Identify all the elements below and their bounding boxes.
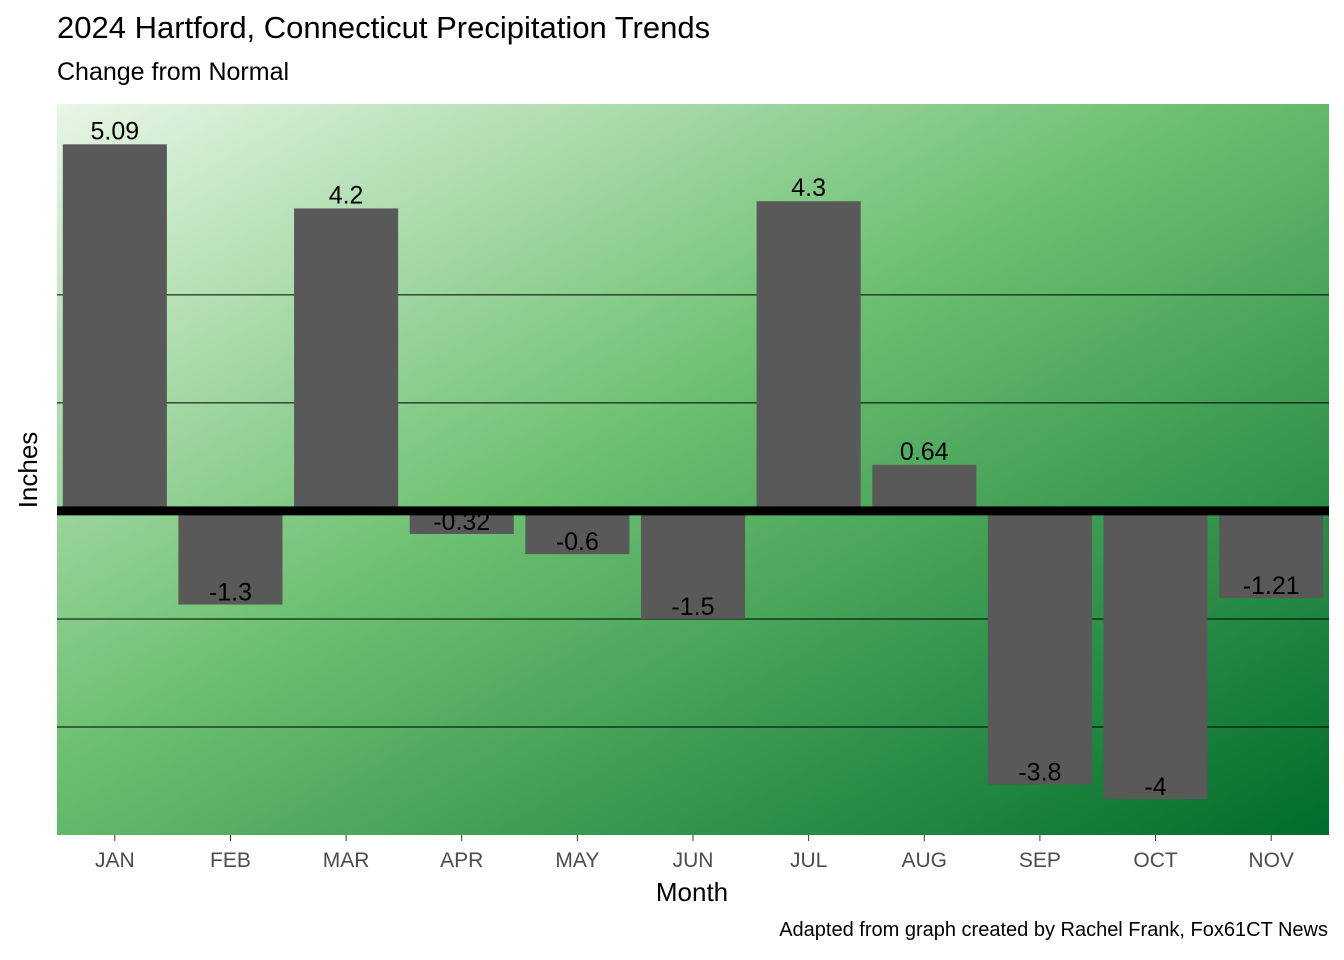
chart-caption: Adapted from graph created by Rachel Fra… — [779, 919, 1328, 941]
data-label-nov: -1.21 — [1243, 572, 1300, 600]
tick-label-sep: SEP — [1019, 849, 1061, 872]
tick-label-apr: APR — [440, 849, 483, 872]
y-axis-label: Inches — [13, 432, 43, 509]
tick-label-feb: FEB — [210, 849, 251, 872]
tick-label-may: MAY — [555, 849, 599, 872]
chart-subtitle: Change from Normal — [57, 58, 290, 86]
data-label-sep: -3.8 — [1018, 759, 1061, 787]
bar-jan — [62, 144, 167, 511]
data-label-aug: 0.64 — [900, 438, 949, 466]
x-axis-label: Month — [656, 877, 728, 907]
chart-title: 2024 Hartford, Connecticut Precipitation… — [57, 10, 711, 45]
bar-mar — [294, 208, 399, 511]
tick-label-mar: MAR — [323, 849, 370, 872]
data-label-jan: 5.09 — [90, 117, 139, 145]
data-label-oct: -4 — [1144, 773, 1166, 801]
bar-apr — [409, 510, 514, 534]
data-label-may: -0.6 — [556, 528, 599, 556]
bars — [62, 144, 1324, 799]
tick-label-jun: JUN — [673, 849, 714, 872]
x-axis-ticks: JAN FEB MAR APR MAY JUN JUL AUG SEP OCT NOV — [95, 835, 1294, 872]
data-label-mar: 4.2 — [329, 181, 364, 209]
data-label-feb: -1.3 — [209, 579, 252, 607]
tick-label-jan: JAN — [95, 849, 135, 872]
tick-label-nov: NOV — [1248, 849, 1294, 872]
data-label-jun: -1.5 — [671, 593, 714, 621]
data-label-apr: -0.32 — [433, 508, 490, 536]
bar-sep — [987, 510, 1092, 785]
data-labels: 5.09 -1.3 4.2 -0.32 -0.6 -1.5 4.3 0.64 -3.8 -4 -1.… — [90, 117, 1299, 801]
bar-jun — [640, 510, 746, 619]
bar-may — [525, 510, 630, 555]
bar-aug — [872, 464, 977, 511]
bar-nov — [1219, 510, 1324, 599]
data-label-jul: 4.3 — [791, 174, 826, 202]
bar-feb — [178, 510, 283, 605]
bar-jul — [756, 201, 861, 511]
tick-label-aug: AUG — [902, 849, 948, 872]
bar-oct — [1103, 510, 1208, 799]
tick-label-oct: OCT — [1133, 849, 1178, 872]
tick-label-jul: JUL — [790, 849, 827, 872]
